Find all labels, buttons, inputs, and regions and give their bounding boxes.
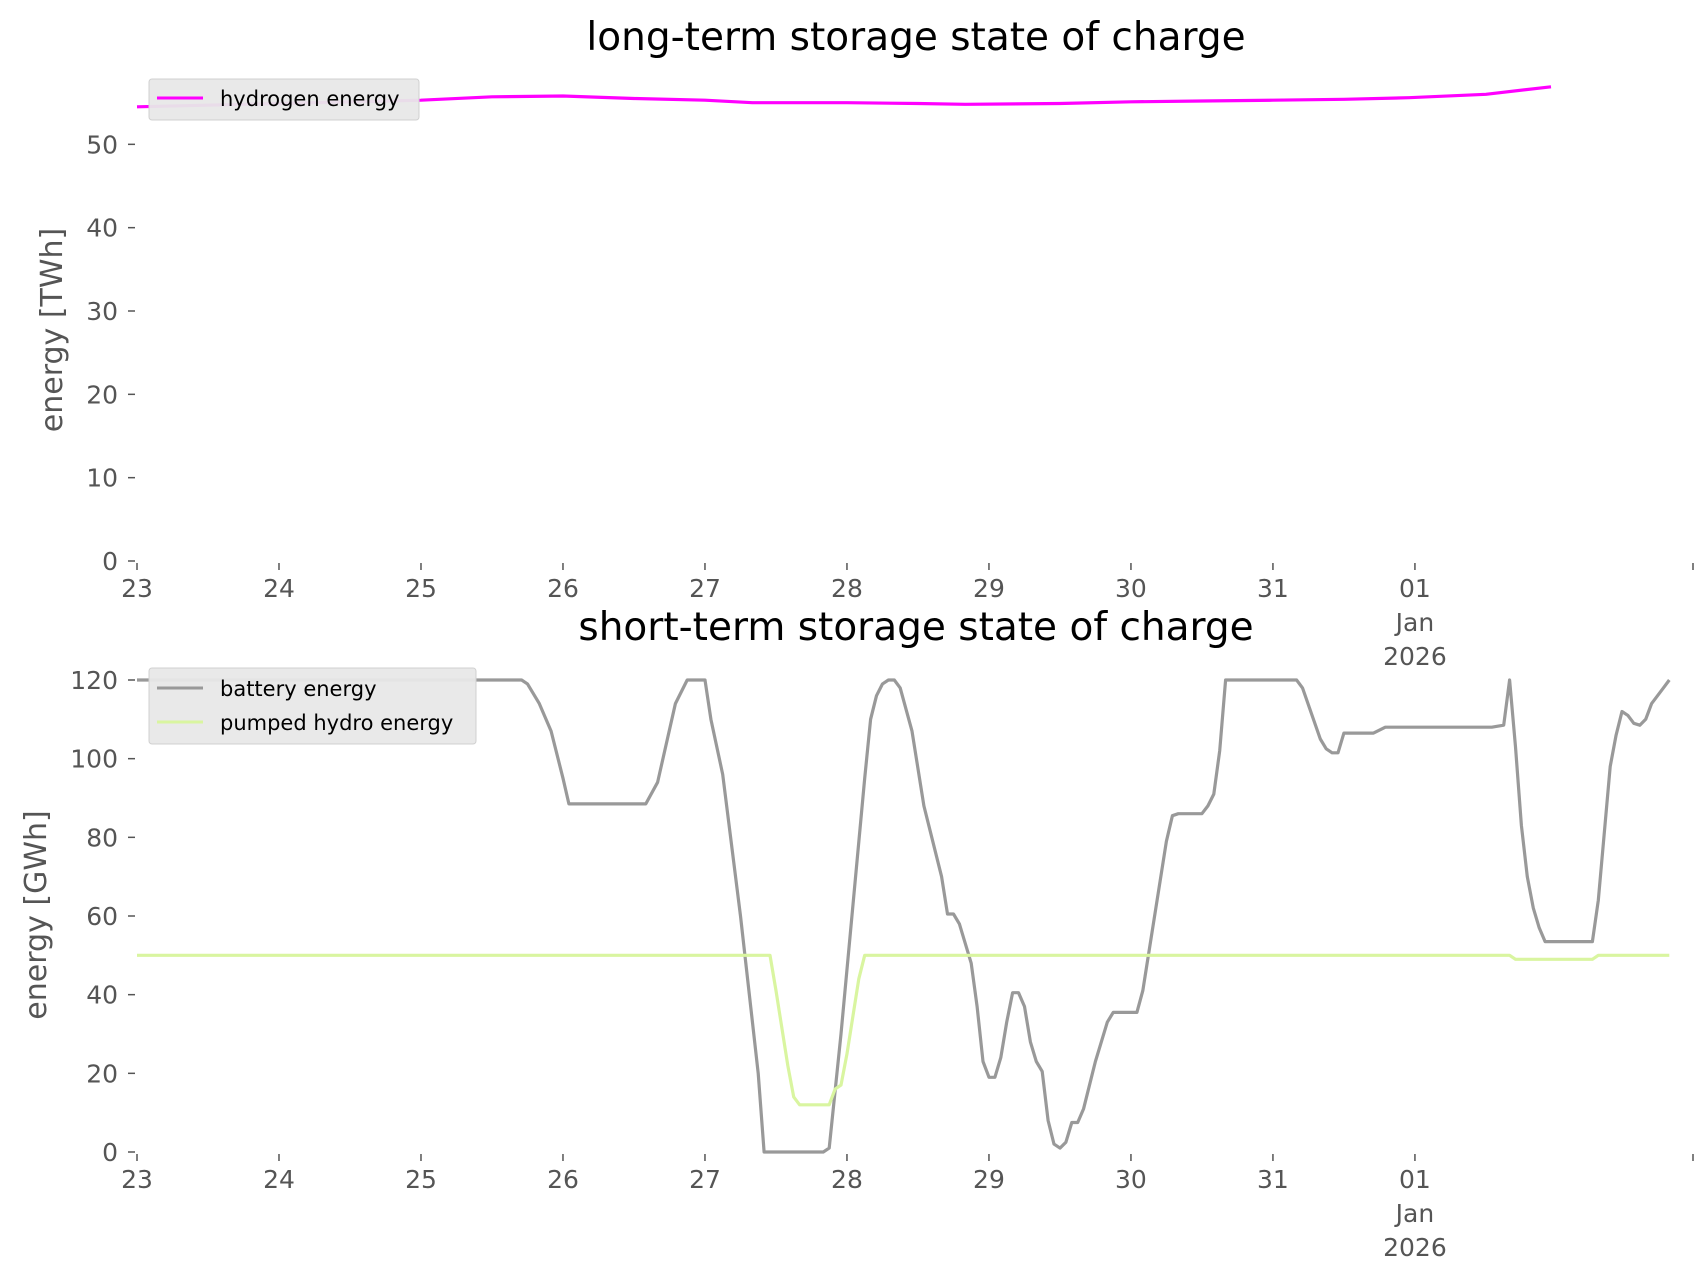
x-tick-label: 24: [263, 1165, 295, 1194]
long-term-series-lines: [136, 85, 1552, 109]
x-tick-label-line: 27: [689, 574, 721, 603]
x-tick-label-line: 26: [547, 1165, 579, 1194]
x-tick-label: 23: [121, 1165, 153, 1194]
y-tick-label: 100: [70, 745, 118, 774]
x-tick-label-line: 29: [973, 574, 1005, 603]
x-tick-label: 30: [1115, 1165, 1147, 1194]
short-term-x-ticks: 23 24 25 26 27 28 29 30 31 01 Jan 2026: [121, 1154, 1694, 1262]
x-tick-label-line: 23: [121, 1165, 153, 1194]
x-tick-label-line: 26: [547, 574, 579, 603]
legend-box: [148, 78, 420, 121]
series-line-pumped-hydro-energy: [137, 953, 1670, 1107]
x-tick-label: 26: [547, 574, 579, 603]
x-tick-label-line: 30: [1115, 1165, 1147, 1194]
y-tick-label: 60: [86, 902, 118, 931]
x-tick-label-line: 31: [1257, 1165, 1289, 1194]
series-line-battery-energy: [137, 678, 1671, 1154]
x-tick-label: 30: [1115, 574, 1147, 603]
y-tick-label: 20: [86, 1059, 118, 1088]
legend-label-pumped-hydro: pumped hydro energy: [220, 711, 453, 735]
x-tick-label: 29: [973, 574, 1005, 603]
x-tick-label-line: 24: [263, 1165, 295, 1194]
x-tick-label-line: 28: [831, 574, 863, 603]
x-tick-label-line: 01: [1399, 574, 1431, 603]
x-tick-label-line: 28: [831, 1165, 863, 1194]
x-tick-label: 01 Jan 2026: [1383, 1165, 1447, 1262]
short-term-chart: short-term storage state of charge energ…: [19, 605, 1694, 1262]
y-tick-label: 50: [86, 130, 118, 159]
long-term-legend: hydrogen energy: [148, 78, 420, 121]
long-term-y-axis-label: energy [TWh]: [35, 228, 70, 432]
x-tick-label: 26: [547, 1165, 579, 1194]
x-tick-label-line: Jan: [1394, 1199, 1435, 1228]
legend-label-battery: battery energy: [220, 677, 377, 701]
x-tick-label-line: 25: [405, 574, 437, 603]
y-tick-label: 30: [86, 297, 118, 326]
x-tick-label-line: 25: [405, 1165, 437, 1194]
legend-label-hydrogen: hydrogen energy: [220, 87, 400, 111]
short-term-legend: battery energy pumped hydro energy: [148, 667, 477, 745]
x-tick-label: 28: [831, 1165, 863, 1194]
short-term-y-axis-label: energy [GWh]: [19, 810, 54, 1019]
series-line-hydrogen-energy: [136, 85, 1552, 109]
x-tick-label-line: 2026: [1383, 642, 1447, 671]
x-tick-label: 25: [405, 574, 437, 603]
x-tick-label: 27: [689, 1165, 721, 1194]
y-tick-label: 40: [86, 214, 118, 243]
x-tick-label-line: 2026: [1383, 1233, 1447, 1262]
y-tick-label: 0: [102, 547, 118, 576]
short-term-chart-title: short-term storage state of charge: [578, 605, 1253, 650]
x-tick-label: 31: [1257, 574, 1289, 603]
x-tick-label-line: 24: [263, 574, 295, 603]
long-term-chart-title: long-term storage state of charge: [586, 15, 1245, 60]
y-tick-label: 80: [86, 823, 118, 852]
x-tick-label-line: 01: [1399, 1165, 1431, 1194]
long-term-x-ticks: 23 24 25 26 27 28 29 30 31 01 Jan 2026: [121, 563, 1694, 671]
x-tick-label: 31: [1257, 1165, 1289, 1194]
x-tick-label-line: 23: [121, 574, 153, 603]
x-tick-label: 24: [263, 574, 295, 603]
short-term-y-ticks: 0 20 40 60 80 100 120: [70, 666, 135, 1167]
y-tick-label: 40: [86, 981, 118, 1010]
y-tick-label: 20: [86, 380, 118, 409]
x-tick-label: 23: [121, 574, 153, 603]
x-tick-label-line: 30: [1115, 574, 1147, 603]
long-term-chart: long-term storage state of charge energy…: [35, 15, 1694, 671]
legend-box: [148, 667, 477, 745]
x-tick-label: 25: [405, 1165, 437, 1194]
y-tick-label: 10: [86, 464, 118, 493]
y-tick-label: 0: [102, 1138, 118, 1167]
y-tick-label: 120: [70, 666, 118, 695]
x-tick-label: 28: [831, 574, 863, 603]
long-term-y-ticks: 0 10 20 30 40 50: [86, 130, 135, 576]
x-tick-label-line: 31: [1257, 574, 1289, 603]
x-tick-label: 01 Jan 2026: [1383, 574, 1447, 671]
x-tick-label: 29: [973, 1165, 1005, 1194]
x-tick-label-line: 29: [973, 1165, 1005, 1194]
short-term-series-lines: [137, 678, 1671, 1154]
x-tick-label: 27: [689, 574, 721, 603]
x-tick-label-line: 27: [689, 1165, 721, 1194]
x-tick-label-line: Jan: [1394, 608, 1435, 637]
